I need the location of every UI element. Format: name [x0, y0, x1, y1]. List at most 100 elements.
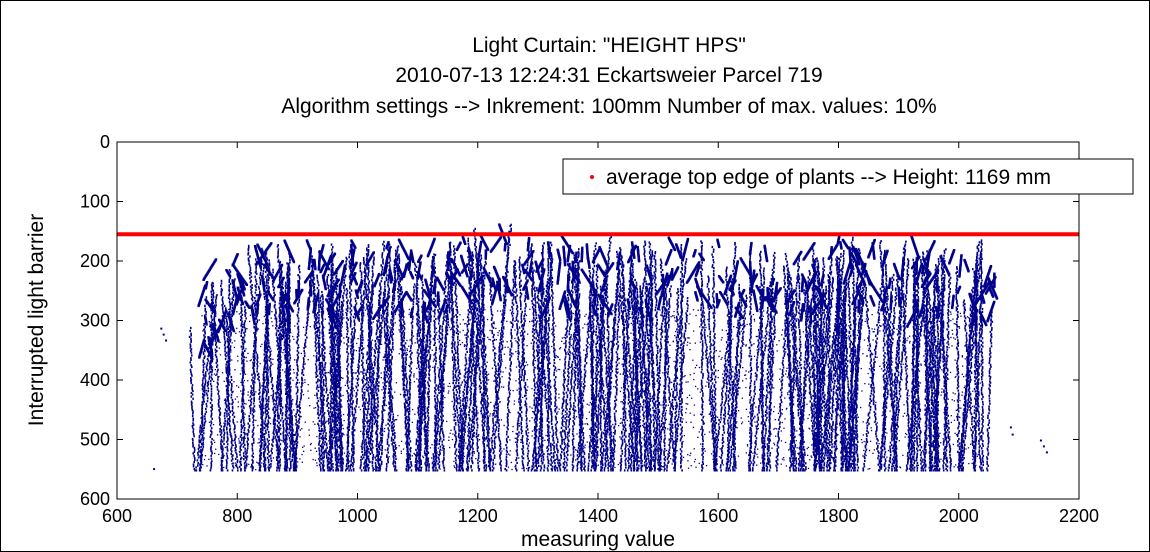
stem-point [393, 425, 395, 427]
stem-point [989, 380, 991, 382]
stem-point [316, 388, 318, 390]
stem-point [395, 465, 397, 467]
stem-point [190, 369, 192, 371]
stem-point [517, 310, 519, 312]
stem-point [521, 439, 523, 441]
stem-point [594, 265, 596, 267]
stem-point [320, 466, 322, 468]
stem-point [988, 412, 990, 414]
stem-point [191, 354, 193, 356]
stem-point [592, 274, 594, 276]
stem-point [352, 411, 354, 413]
stem-point [883, 386, 885, 388]
stem-point [520, 399, 522, 401]
stem-point [883, 374, 885, 376]
stem-point [608, 462, 610, 464]
stem-point [583, 379, 585, 381]
stem-point [593, 270, 595, 272]
stem-point [588, 326, 590, 328]
stem-point [584, 369, 586, 371]
stem-point [884, 369, 886, 371]
stem-point [598, 327, 600, 329]
stem-point [884, 446, 886, 448]
stem-point [500, 351, 502, 353]
stem-point [582, 405, 584, 407]
stem-point [319, 440, 321, 442]
stem-point [352, 335, 354, 337]
stem-point [590, 297, 592, 299]
stem-point [991, 345, 993, 347]
stem-point [991, 342, 993, 344]
stem-point [989, 427, 991, 429]
stem-point [352, 419, 354, 421]
stem-point [584, 364, 586, 366]
stem-point [349, 296, 351, 298]
stem-point [319, 427, 321, 429]
stem-point [350, 316, 352, 318]
stem-point [989, 360, 991, 362]
stem-point [350, 313, 352, 315]
stem-point [989, 372, 991, 374]
stem-point [883, 355, 885, 357]
stem-point [584, 458, 586, 460]
stem-point [190, 364, 192, 366]
stem-point [393, 413, 395, 415]
stem-point [885, 458, 887, 460]
stem-point [190, 340, 192, 342]
stem-point [194, 468, 196, 470]
stem-point [522, 450, 524, 452]
stem-point [191, 396, 193, 398]
stem-point [351, 333, 353, 335]
stem-point [576, 469, 578, 471]
stem-point [192, 413, 194, 415]
stem-point [392, 411, 394, 413]
stem-point [349, 292, 351, 294]
stem-point [510, 228, 512, 230]
stem-point [987, 465, 989, 467]
stem-point [350, 322, 352, 324]
stem-point [317, 411, 319, 413]
stem-point [583, 390, 585, 392]
stem-point [191, 405, 193, 407]
stem-point [449, 297, 451, 299]
stem-point [990, 338, 992, 340]
stem-point [353, 457, 355, 459]
stem-point [810, 340, 812, 342]
stem-point [517, 331, 519, 333]
stem-point [516, 317, 518, 319]
stem-point [315, 363, 317, 365]
stem-point [498, 389, 500, 391]
stem-point [317, 378, 319, 380]
stem-point [988, 441, 990, 443]
stem-point [505, 304, 507, 306]
stem-point [988, 424, 990, 426]
stem-point [884, 448, 886, 450]
stem-point [492, 466, 494, 468]
stem-point [189, 330, 191, 332]
stem-point [316, 395, 318, 397]
stem-point [349, 287, 351, 289]
stem-point [519, 376, 521, 378]
stem-point [317, 384, 319, 386]
stem-point [987, 417, 989, 419]
stem-point [883, 340, 885, 342]
stem-point [190, 377, 192, 379]
stem-point [519, 373, 521, 375]
stem-point [517, 336, 519, 338]
stem-point [317, 397, 319, 399]
stem-point [492, 459, 494, 461]
stem-point [884, 332, 886, 334]
stem-point [583, 456, 585, 458]
stem-point [584, 460, 586, 462]
stem-point [495, 436, 497, 438]
stem-point [988, 395, 990, 397]
stem-point [502, 347, 504, 349]
stem-point [351, 309, 353, 311]
stem-point [883, 349, 885, 351]
stem-point [349, 285, 351, 287]
stem-point [518, 361, 520, 363]
stem-point [317, 409, 319, 411]
stem-point [350, 325, 352, 327]
stem-point [316, 352, 318, 354]
stem-point [504, 309, 506, 311]
